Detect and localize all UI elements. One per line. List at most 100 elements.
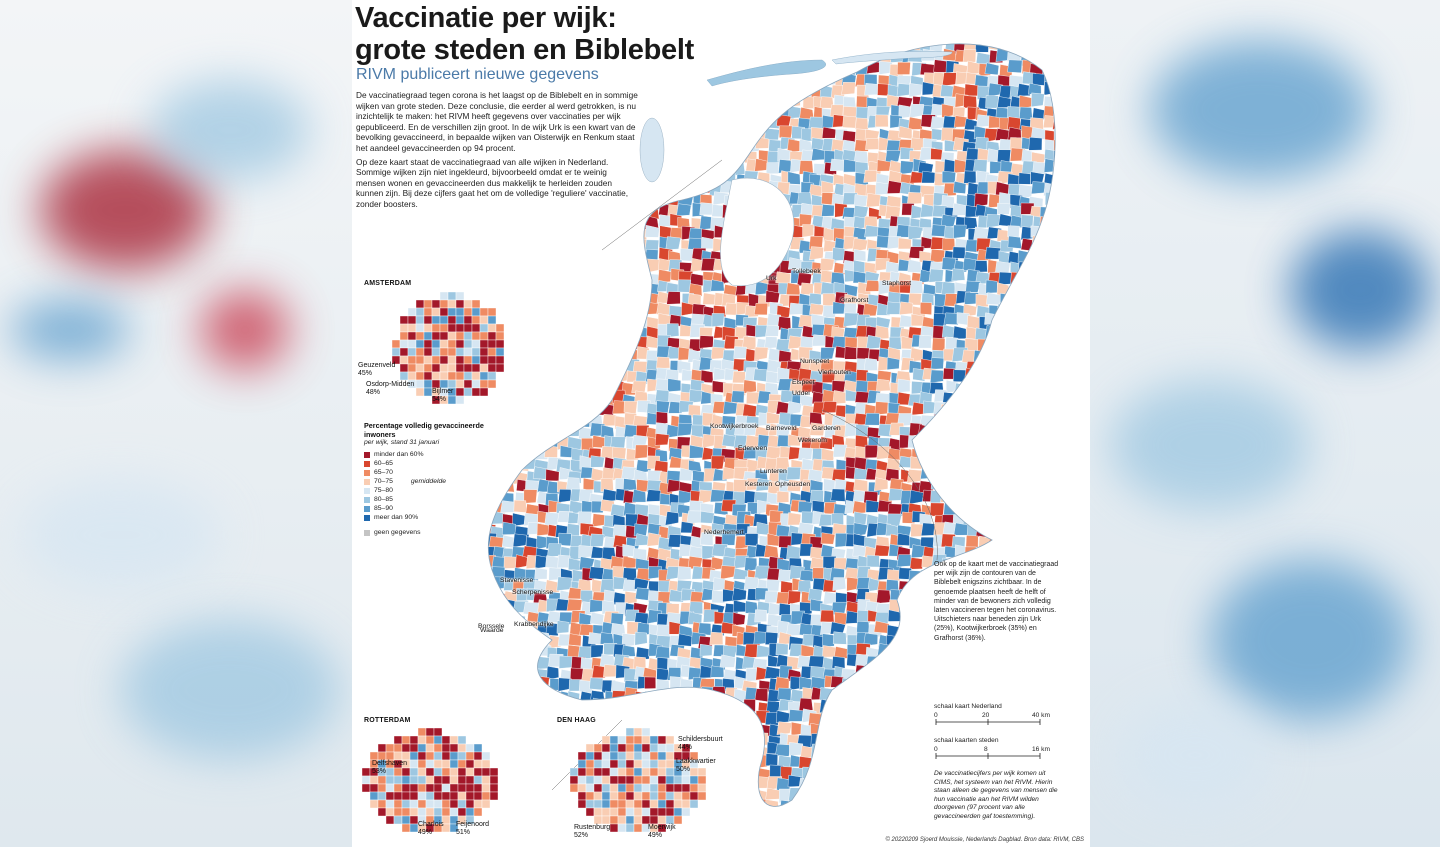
municipality-area: [515, 411, 532, 426]
district-area: [649, 807, 659, 817]
municipality-area: [559, 283, 576, 297]
municipality-area: [603, 126, 617, 141]
municipality-area: [997, 346, 1014, 359]
municipality-area: [511, 227, 526, 241]
municipality-area: [528, 700, 541, 714]
legend-label: meer dan 90%: [374, 514, 419, 521]
municipality-area: [1019, 369, 1034, 384]
district-area: [585, 791, 595, 801]
municipality-area: [525, 268, 539, 283]
municipality-area: [499, 633, 516, 647]
district-area: [399, 315, 409, 325]
district-area: [673, 815, 683, 825]
municipality-area: [754, 797, 768, 807]
municipality-area: [777, 687, 792, 701]
district-area: [681, 799, 691, 809]
district-area: [385, 783, 395, 793]
municipality-area: [522, 283, 537, 296]
municipality-area: [523, 104, 537, 118]
district-area: [471, 323, 481, 333]
municipality-area: [853, 194, 868, 207]
municipality-area: [493, 712, 508, 726]
municipality-area: [488, 205, 494, 219]
district-area: [417, 799, 427, 809]
municipality-area: [996, 436, 1012, 449]
municipality-area: [557, 147, 572, 161]
municipality-area: [543, 788, 559, 802]
municipality-area: [677, 51, 692, 65]
municipality-area: [690, 51, 704, 63]
district-area: [495, 339, 505, 349]
municipality-area: [911, 720, 926, 734]
municipality-area: [613, 700, 627, 715]
municipality-area: [688, 460, 702, 474]
municipality-area: [1040, 480, 1056, 494]
municipality-area: [503, 127, 520, 143]
district-area: [625, 807, 635, 817]
town-wekerom: Wekerom: [798, 437, 827, 444]
district-area: [495, 363, 505, 373]
municipality-area: [611, 151, 626, 166]
municipality-area: [578, 612, 593, 627]
municipality-area: [1065, 240, 1079, 254]
municipality-area: [896, 687, 912, 701]
municipality-area: [535, 427, 551, 441]
district-area: [481, 751, 491, 761]
municipality-area: [808, 116, 824, 129]
municipality-area: [907, 192, 923, 205]
municipality-area: [753, 43, 770, 54]
municipality-area: [734, 789, 750, 803]
municipality-area: [547, 204, 562, 218]
municipality-area: [866, 192, 882, 208]
municipality-area: [1061, 625, 1076, 638]
municipality-area: [1054, 325, 1056, 338]
municipality-area: [560, 117, 575, 130]
municipality-area: [818, 513, 834, 527]
municipality-area: [997, 404, 1013, 419]
district-area: [423, 363, 433, 373]
municipality-area: [591, 389, 606, 403]
municipality-area: [834, 532, 848, 548]
district-area: [649, 775, 659, 785]
municipality-area: [538, 370, 554, 384]
district-area: [423, 339, 433, 349]
municipality-area: [613, 104, 628, 118]
municipality-area: [765, 324, 780, 337]
municipality-area: [624, 72, 637, 86]
municipality-area: [577, 173, 593, 187]
district-area: [385, 791, 395, 801]
municipality-area: [886, 301, 901, 315]
municipality-area: [1065, 423, 1079, 437]
district-area: [633, 815, 643, 825]
municipality-area: [966, 448, 981, 461]
municipality-area: [787, 171, 801, 185]
municipality-area: [919, 799, 936, 807]
municipality-area: [909, 666, 923, 680]
municipality-area: [955, 478, 969, 493]
municipality-area: [779, 125, 794, 139]
municipality-area: [908, 741, 923, 755]
municipality-area: [908, 632, 925, 646]
district-area: [471, 299, 481, 309]
municipality-area: [591, 139, 606, 152]
district-area: [393, 815, 403, 825]
municipality-area: [513, 499, 528, 513]
municipality-area: [589, 677, 604, 691]
municipality-area: [624, 96, 639, 108]
district-area: [455, 395, 465, 405]
municipality-area: [832, 764, 848, 778]
municipality-area: [579, 213, 595, 226]
municipality-area: [966, 477, 981, 492]
municipality-area: [547, 137, 562, 152]
title-line-2: grote steden en Biblebelt: [355, 34, 694, 66]
municipality-area: [832, 710, 846, 725]
municipality-area: [986, 666, 1002, 681]
municipality-area: [987, 416, 1001, 430]
district-area: [457, 735, 467, 745]
district-area: [449, 735, 459, 745]
municipality-area: [516, 206, 530, 220]
municipality-area: [985, 514, 1000, 528]
municipality-area: [655, 700, 670, 716]
municipality-area: [1052, 434, 1056, 449]
district-area: [473, 791, 483, 801]
